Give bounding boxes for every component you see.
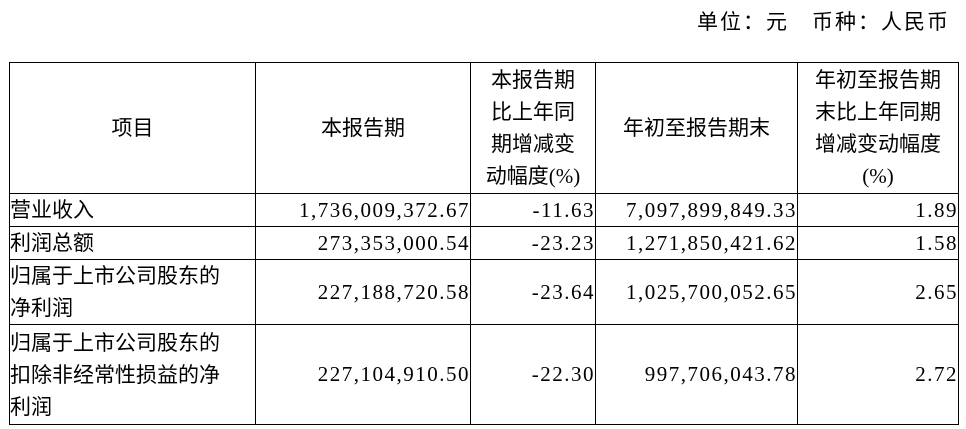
cell-yoy-change: -22.30 — [470, 324, 596, 425]
cell-yoy-change: -23.23 — [470, 226, 596, 260]
column-header-ytd-yoy-change: 年初至报告期 末比上年同期 增减变动幅度 (%) — [797, 62, 959, 194]
cell-yoy-change: -23.64 — [470, 259, 596, 325]
cell-item: 归属于上市公司股东的 扣除非经常性损益的净 利润 — [9, 324, 256, 425]
cell-ytd-yoy-change: 1.89 — [797, 193, 959, 227]
cell-ytd: 1,271,850,421.62 — [595, 226, 798, 260]
cell-current-period: 227,104,910.50 — [255, 324, 471, 425]
cell-ytd-yoy-change: 2.72 — [797, 324, 959, 425]
cell-ytd: 7,097,899,849.33 — [595, 193, 798, 227]
column-header-item: 项目 — [9, 62, 256, 194]
column-header-yoy-change: 本报告期 比上年同 期增减变 动幅度(%) — [470, 62, 596, 194]
column-header-current-period: 本报告期 — [255, 62, 471, 194]
table-row-net-profit: 归属于上市公司股东的 净利润 227,188,720.58 -23.64 1,0… — [9, 259, 959, 325]
table-header-row: 项目 本报告期 本报告期 比上年同 期增减变 动幅度(%) 年初至报告期末 年初… — [9, 62, 959, 194]
cell-ytd-yoy-change: 1.58 — [797, 226, 959, 260]
cell-item: 归属于上市公司股东的 净利润 — [9, 259, 256, 325]
financial-summary-table: 项目 本报告期 本报告期 比上年同 期增减变 动幅度(%) 年初至报告期末 年初… — [9, 62, 959, 425]
column-header-ytd: 年初至报告期末 — [595, 62, 798, 194]
cell-yoy-change: -11.63 — [470, 193, 596, 227]
cell-current-period: 273,353,000.54 — [255, 226, 471, 260]
unit-currency-label: 单位：元 币种：人民币 — [697, 10, 950, 34]
cell-ytd-yoy-change: 2.65 — [797, 259, 959, 325]
table-row-revenue: 营业收入 1,736,009,372.67 -11.63 7,097,899,8… — [9, 193, 959, 227]
cell-ytd: 997,706,043.78 — [595, 324, 798, 425]
table-row-total-profit: 利润总额 273,353,000.54 -23.23 1,271,850,421… — [9, 226, 959, 260]
table-row-net-profit-excl-nonrecurring: 归属于上市公司股东的 扣除非经常性损益的净 利润 227,104,910.50 … — [9, 324, 959, 425]
cell-ytd: 1,025,700,052.65 — [595, 259, 798, 325]
cell-item: 利润总额 — [9, 226, 256, 260]
cell-item: 营业收入 — [9, 193, 256, 227]
cell-current-period: 227,188,720.58 — [255, 259, 471, 325]
cell-current-period: 1,736,009,372.67 — [255, 193, 471, 227]
